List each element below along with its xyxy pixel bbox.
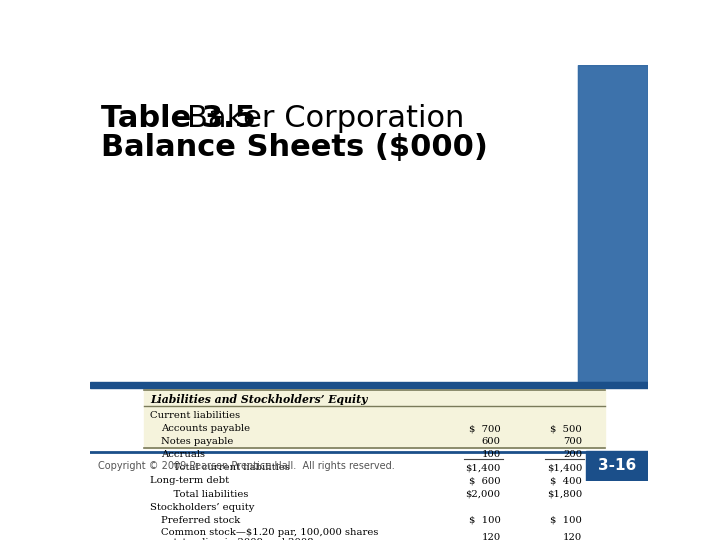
Text: Preferred stock: Preferred stock [161,516,240,525]
Text: Notes payable: Notes payable [161,437,234,446]
Bar [90,382,648,388]
Text: Accruals: Accruals [161,450,205,460]
Text: 200: 200 [563,450,582,460]
Text: Copyright © 2009 Pearson Prentice Hall.  All rights reserved.: Copyright © 2009 Pearson Prentice Hall. … [98,461,395,471]
Text: $1,400: $1,400 [465,463,500,472]
Bar [578,65,648,382]
Text: Stockholders’ equity: Stockholders’ equity [150,503,255,512]
Text: $  100: $ 100 [469,516,500,525]
Text: Current liabilities: Current liabilities [150,411,240,420]
Text: Table 3.5: Table 3.5 [101,104,256,133]
Text: Total liabilities: Total liabilities [161,490,248,498]
Text: $  400: $ 400 [550,476,582,485]
Text: $1,400: $1,400 [546,463,582,472]
Text: Baker Corporation: Baker Corporation [187,104,464,133]
Text: 600: 600 [482,437,500,446]
Text: 700: 700 [563,437,582,446]
Bar [144,390,606,448]
Text: $2,000: $2,000 [466,490,500,498]
Bar [578,65,648,382]
Text: Long-term debt: Long-term debt [150,476,230,485]
Bar [586,451,648,481]
Text: 120: 120 [563,533,582,540]
Text: $  600: $ 600 [469,476,500,485]
Text: Balance Sheets ($000): Balance Sheets ($000) [101,133,487,163]
Text: Total current liabilities: Total current liabilities [161,463,290,472]
Text: 3-16: 3-16 [598,458,636,474]
Bar [90,65,648,382]
Bar [90,451,648,481]
Text: Liabilities and Stockholders’ Equity: Liabilities and Stockholders’ Equity [150,394,368,405]
Text: $1,800: $1,800 [547,490,582,498]
Text: $  100: $ 100 [550,516,582,525]
Text: Accounts payable: Accounts payable [161,424,251,433]
Text: 100: 100 [482,450,500,460]
Text: Common stock—$1.20 par, 100,000 shares: Common stock—$1.20 par, 100,000 shares [161,528,379,537]
Text: outstanding in 2009 and 2008: outstanding in 2009 and 2008 [161,538,314,540]
Text: $  500: $ 500 [550,424,582,433]
Text: 120: 120 [482,533,500,540]
Text: $  700: $ 700 [469,424,500,433]
